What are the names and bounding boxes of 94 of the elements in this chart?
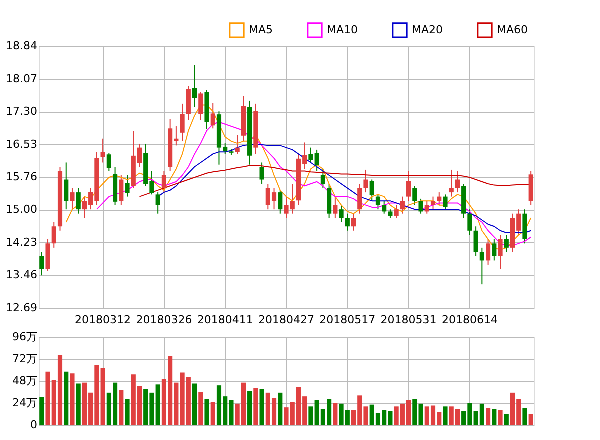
- bar: [254, 388, 258, 425]
- candlestick: [412, 186, 418, 206]
- x-tick-label: 20180312: [75, 314, 132, 326]
- candlestick: [52, 222, 56, 248]
- x-tick-label: 20180531: [380, 314, 437, 326]
- bar: [198, 392, 204, 425]
- candlestick: [449, 169, 454, 198]
- bar: [260, 389, 264, 425]
- candlestick: [210, 102, 216, 130]
- y-tick-label: 15.00: [6, 203, 38, 216]
- candlestick: [376, 194, 381, 210]
- candlestick: [418, 198, 424, 214]
- bar: [278, 392, 283, 425]
- y-tick-label: 15.76: [6, 170, 38, 184]
- bar: [64, 372, 69, 425]
- candlestick: [358, 184, 362, 214]
- candlestick: [235, 134, 240, 155]
- y-tick-label: 13.46: [6, 268, 38, 282]
- candlestick: [180, 103, 185, 142]
- candlestick: [100, 138, 106, 164]
- y-tick-label: 16.53: [6, 138, 38, 151]
- candlestick: [260, 162, 264, 185]
- candlestick: [468, 209, 472, 236]
- x-tick-label: 20180614: [442, 314, 498, 326]
- candlestick: [498, 234, 503, 270]
- candlestick: [474, 226, 478, 257]
- candlestick: [400, 196, 405, 214]
- legend-label: MA60: [497, 23, 528, 36]
- candlestick: [364, 169, 368, 194]
- y-tick-label: 0: [30, 418, 38, 432]
- candlestick: [504, 234, 509, 253]
- candlestick: [278, 190, 283, 214]
- candlestick: [156, 192, 160, 214]
- candlestick: [351, 213, 356, 232]
- candlestick: [192, 64, 198, 108]
- candlestick: [394, 204, 399, 219]
- bar: [492, 409, 497, 425]
- candlestick: [424, 200, 430, 214]
- bar: [192, 384, 198, 425]
- candlestick: [198, 92, 204, 121]
- y-tick-label: 48万: [12, 374, 38, 388]
- y-tick-label: 18.07: [6, 72, 38, 86]
- candlestick: [480, 247, 484, 286]
- candlestick: [333, 196, 338, 219]
- bar: [40, 398, 44, 425]
- bar: [528, 414, 534, 425]
- candlestick: [320, 168, 326, 189]
- bar: [204, 399, 210, 425]
- candlestick: [345, 213, 350, 232]
- legend-label: MA5: [249, 23, 274, 36]
- bar: [76, 384, 81, 425]
- candlestick: [125, 175, 130, 198]
- bar: [486, 408, 491, 425]
- candlestick: [370, 179, 374, 202]
- bar: [333, 403, 338, 425]
- candlestick: [443, 194, 448, 210]
- candlestick: [64, 162, 69, 210]
- y-tick-label: 14.23: [6, 236, 38, 249]
- x-tick-label: 20180326: [136, 314, 192, 326]
- bar: [248, 391, 252, 425]
- x-tick-label: 20180517: [320, 314, 376, 326]
- bar: [443, 406, 448, 425]
- candlestick: [76, 188, 81, 214]
- y-tick-label: 24万: [12, 396, 38, 410]
- candlestick: [492, 238, 497, 262]
- candlestick: [70, 188, 75, 210]
- y-tick-label: 18.84: [6, 40, 38, 52]
- candlestick: [430, 196, 436, 210]
- candlestick: [406, 170, 412, 202]
- candlestick: [339, 204, 344, 223]
- candlestick: [162, 170, 166, 194]
- x-tick-label: 20180411: [197, 314, 254, 326]
- bar: [504, 414, 509, 425]
- candlestick: [40, 252, 44, 276]
- candlestick: [106, 152, 112, 172]
- legend-label: MA20: [412, 23, 444, 36]
- candlestick: [486, 238, 491, 266]
- y-tick-label: 17.30: [6, 105, 38, 118]
- bar: [125, 399, 130, 425]
- candlestick: [382, 200, 387, 214]
- x-tick-label: 20180427: [258, 314, 314, 326]
- bar: [522, 408, 528, 425]
- legend-label: MA10: [327, 23, 358, 36]
- bar: [119, 390, 124, 425]
- candlestick: [119, 175, 124, 206]
- y-tick-label: 96万: [12, 330, 38, 344]
- y-tick-label: 12.69: [6, 302, 38, 314]
- y-tick-label: 72万: [12, 352, 38, 366]
- candlestick: [455, 170, 460, 194]
- bar: [100, 368, 106, 425]
- candlestick: [437, 192, 442, 206]
- bar: [70, 374, 75, 425]
- bar: [498, 410, 503, 425]
- bar: [210, 402, 216, 425]
